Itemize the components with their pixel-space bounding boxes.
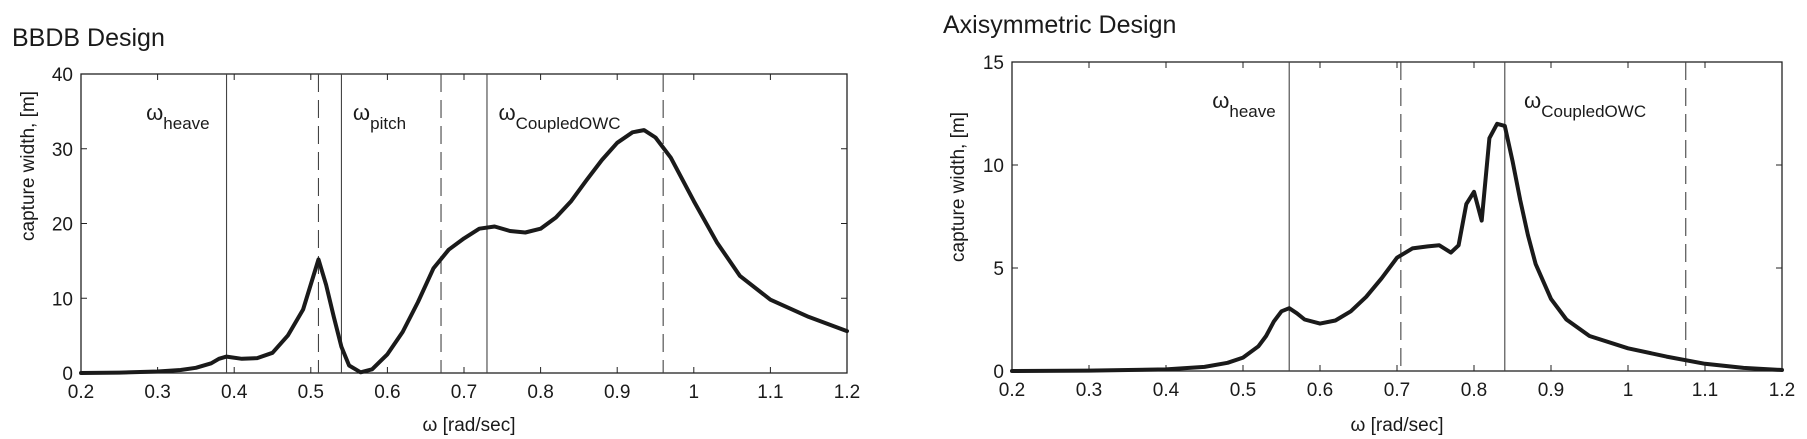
y-tick-label: 10 (52, 289, 73, 310)
y-tick-label: 0 (993, 362, 1004, 383)
omega-subscript: CoupledOWC (516, 114, 621, 133)
y-axis-label: capture width, [m] (18, 91, 39, 241)
omega-subscript: heave (163, 114, 209, 133)
y-tick-label: 10 (983, 156, 1004, 177)
x-tick-label: 0.5 (1230, 380, 1256, 401)
x-tick-label: 0.4 (221, 382, 248, 403)
capture-width-line (1010, 121, 1784, 373)
x-tick-label: 0.4 (1153, 380, 1180, 401)
omega-symbol: ω (353, 100, 370, 125)
x-tick-label: 0.9 (1538, 380, 1564, 401)
omega-symbol: ω (1212, 88, 1229, 113)
x-tick-label: 1 (689, 382, 700, 403)
x-tick-label: 0.3 (1076, 380, 1102, 401)
y-tick-label: 5 (993, 259, 1004, 280)
x-tick-label: 0.7 (451, 382, 477, 403)
capture-width-line (79, 128, 849, 375)
omega-symbol: ω (1524, 88, 1541, 113)
x-tick-label: 0.5 (298, 382, 324, 403)
omega-subscript: pitch (370, 114, 406, 133)
omega-symbol: ω (146, 100, 163, 125)
x-tick-label: 0.8 (1461, 380, 1487, 401)
chart-title: Axisymmetric Design (943, 11, 1176, 39)
chart-title: BBDB Design (12, 24, 165, 52)
omega-annotation: ωCoupledOWC (498, 100, 620, 133)
y-tick-label: 40 (52, 65, 73, 86)
omega-annotation: ωpitch (353, 100, 406, 133)
x-tick-label: 0.8 (527, 382, 553, 403)
omega-annotation: ωCoupledOWC (1524, 88, 1646, 121)
y-tick-label: 20 (52, 215, 73, 236)
x-tick-label: 1.2 (1769, 380, 1795, 401)
x-tick-label: 0.6 (374, 382, 400, 403)
x-tick-label: 1.2 (834, 382, 860, 403)
y-tick-label: 15 (983, 53, 1004, 74)
y-tick-label: 30 (52, 140, 73, 161)
x-tick-label: 0.7 (1384, 380, 1410, 401)
omega-subscript: CoupledOWC (1541, 102, 1646, 121)
omega-annotation: ωheave (146, 100, 210, 133)
y-axis-label: capture width, [m] (948, 112, 969, 262)
x-tick-label: 0.9 (604, 382, 630, 403)
omega-subscript: heave (1229, 102, 1275, 121)
omega-annotation: ωheave (1212, 88, 1276, 121)
x-tick-label: 0.3 (144, 382, 170, 403)
bbdb-chart: BBDB Design capture width, [m] ω [rad/se… (12, 24, 860, 436)
x-tick-label: 0.2 (68, 382, 94, 403)
x-axis-label: ω [rad/sec] (423, 415, 516, 436)
omega-symbol: ω (498, 100, 515, 125)
x-tick-label: 1.1 (1692, 380, 1718, 401)
x-tick-label: 1.1 (757, 382, 783, 403)
axisymmetric-chart: Axisymmetric Design capture width, [m] ω… (943, 11, 1795, 436)
x-tick-label: 0.2 (999, 380, 1025, 401)
x-axis-label: ω [rad/sec] (1351, 415, 1444, 436)
x-tick-label: 1 (1623, 380, 1634, 401)
y-tick-label: 0 (62, 364, 73, 385)
plot-frame (1011, 61, 1783, 372)
x-tick-label: 0.6 (1307, 380, 1333, 401)
